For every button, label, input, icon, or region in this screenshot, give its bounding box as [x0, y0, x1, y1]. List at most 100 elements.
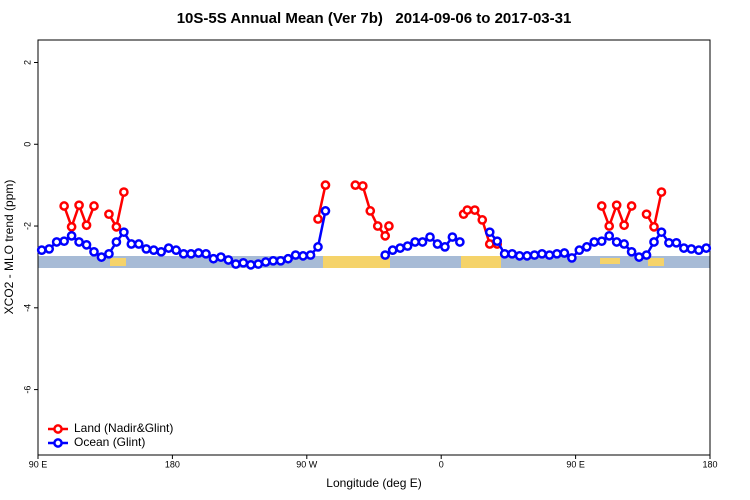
point — [679, 243, 689, 253]
point — [320, 180, 331, 190]
point — [260, 257, 271, 267]
point — [208, 253, 219, 264]
map-strip — [38, 256, 710, 268]
point — [148, 245, 159, 256]
x-tick-label: 90 E — [566, 459, 585, 469]
point — [89, 246, 99, 257]
point — [66, 230, 77, 241]
point — [44, 244, 55, 254]
point — [529, 250, 540, 260]
point — [552, 248, 562, 259]
point — [290, 250, 301, 260]
y-tick-label: -6 — [22, 386, 32, 394]
point — [36, 245, 47, 256]
point — [313, 242, 323, 252]
legend-label: Land (Nadir&Glint) — [74, 421, 173, 435]
point — [686, 244, 697, 254]
x-tick-label: 0 — [439, 459, 444, 469]
point — [447, 232, 458, 242]
point — [59, 236, 69, 247]
point — [320, 206, 331, 216]
point — [462, 205, 473, 215]
point — [656, 227, 667, 238]
point — [74, 237, 84, 247]
point — [671, 237, 682, 248]
point — [693, 245, 704, 256]
land-patch — [600, 258, 620, 264]
point — [81, 239, 92, 250]
point — [559, 248, 570, 258]
point — [604, 221, 615, 231]
point — [245, 260, 256, 270]
x-tick-label: 180 — [702, 459, 717, 469]
point — [178, 248, 189, 259]
point — [567, 253, 577, 263]
point — [619, 220, 629, 231]
point — [216, 252, 226, 262]
point — [596, 201, 607, 211]
point — [126, 239, 137, 249]
x-tick-label: 90 W — [296, 459, 318, 469]
point — [305, 250, 316, 260]
point — [611, 200, 622, 211]
point — [365, 206, 376, 216]
point — [425, 232, 435, 242]
point — [74, 200, 84, 211]
point — [268, 255, 279, 266]
point — [51, 237, 62, 247]
point — [253, 259, 264, 269]
point — [477, 215, 488, 225]
point — [522, 251, 532, 261]
point — [634, 252, 644, 262]
land-patch — [648, 258, 664, 266]
point — [537, 248, 547, 259]
chart-title: 10S-5S Annual Mean (Ver 7b) 2014-09-06 t… — [177, 10, 572, 27]
point — [484, 239, 495, 249]
point — [641, 250, 652, 260]
point — [156, 246, 167, 257]
point — [357, 181, 368, 191]
point — [581, 242, 592, 252]
x-tick-label: 90 E — [29, 459, 48, 469]
point — [604, 230, 615, 241]
point — [104, 248, 114, 259]
point — [484, 227, 495, 238]
point — [387, 245, 398, 256]
legend-marker — [53, 438, 63, 448]
y-tick-label: 0 — [22, 142, 32, 147]
point — [163, 243, 174, 253]
point — [574, 245, 585, 256]
point — [469, 205, 480, 215]
point — [455, 237, 465, 247]
point — [223, 255, 234, 265]
point — [201, 248, 211, 259]
point — [395, 243, 405, 253]
point — [649, 237, 659, 247]
point — [701, 243, 712, 253]
point — [66, 222, 77, 232]
point — [238, 257, 249, 268]
y-tick-label: 2 — [22, 60, 32, 65]
point — [641, 209, 652, 220]
point — [193, 248, 204, 258]
point — [59, 201, 69, 211]
point — [372, 221, 383, 231]
point — [596, 236, 607, 247]
y-axis-label: XCO2 - MLO trend (ppm) — [2, 180, 16, 315]
legend-label: Ocean (Glint) — [74, 435, 145, 449]
point — [186, 248, 196, 259]
point — [611, 237, 622, 247]
land-patch — [461, 256, 501, 268]
point — [492, 236, 503, 247]
point — [410, 237, 420, 247]
point — [133, 239, 144, 249]
legend-marker — [53, 424, 63, 434]
point — [81, 220, 92, 231]
point — [626, 246, 637, 257]
point — [380, 250, 391, 260]
point — [499, 248, 510, 259]
point — [589, 237, 600, 247]
point — [141, 244, 152, 254]
